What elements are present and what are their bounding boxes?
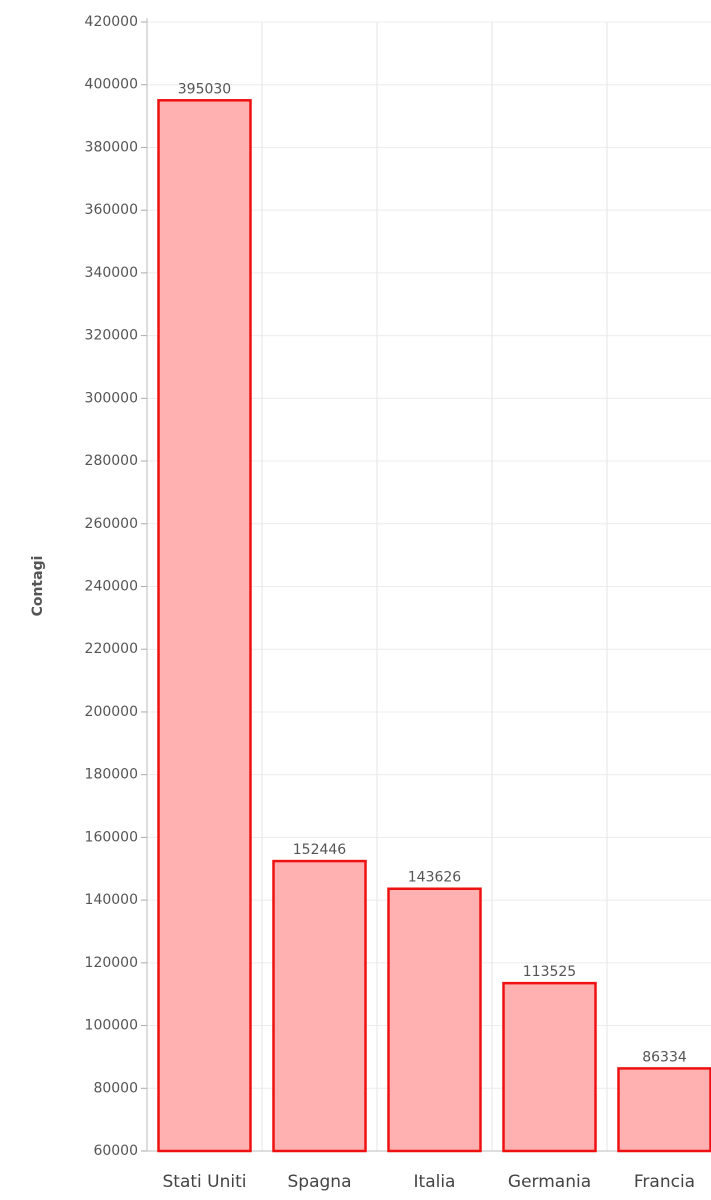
y-tick-label: 120000: [85, 955, 138, 971]
value-label: 113525: [523, 964, 576, 980]
value-label: 86334: [642, 1049, 687, 1065]
y-tick-label: 280000: [85, 453, 138, 469]
value-label: 395030: [178, 81, 231, 97]
y-tick-label: 300000: [85, 390, 138, 406]
y-tick-label: 360000: [85, 202, 138, 218]
y-tick-label: 180000: [85, 767, 138, 783]
x-tick-label: Germania: [508, 1172, 591, 1192]
x-tick-label: Italia: [414, 1172, 456, 1192]
y-axis-label: Contagi: [30, 556, 46, 617]
y-tick-label: 400000: [85, 77, 138, 93]
bar: [272, 859, 367, 1153]
y-tick-label: 140000: [85, 892, 138, 908]
y-tick-label: 240000: [85, 579, 138, 595]
y-tick-label: 340000: [85, 265, 138, 281]
x-tick-label: Stati Uniti: [163, 1172, 247, 1192]
y-tick-label: 420000: [85, 14, 138, 30]
y-tick-label: 160000: [85, 829, 138, 845]
y-tick-label: 260000: [85, 516, 138, 532]
y-tick-label: 220000: [85, 641, 138, 657]
bar: [502, 981, 597, 1153]
value-label: 152446: [293, 842, 347, 858]
y-tick-label: 100000: [85, 1018, 138, 1034]
bar: [617, 1067, 711, 1153]
y-tick-label: 80000: [93, 1080, 138, 1096]
y-tick-label: 60000: [93, 1143, 138, 1159]
x-tick-label: Spagna: [288, 1172, 352, 1192]
bar: [157, 99, 252, 1153]
bar: [387, 887, 482, 1153]
y-tick-label: 200000: [85, 704, 138, 720]
x-tick-label: Francia: [634, 1172, 695, 1192]
y-tick-label: 320000: [85, 328, 138, 344]
value-label: 143626: [408, 870, 462, 886]
y-tick-label: 380000: [85, 139, 138, 155]
